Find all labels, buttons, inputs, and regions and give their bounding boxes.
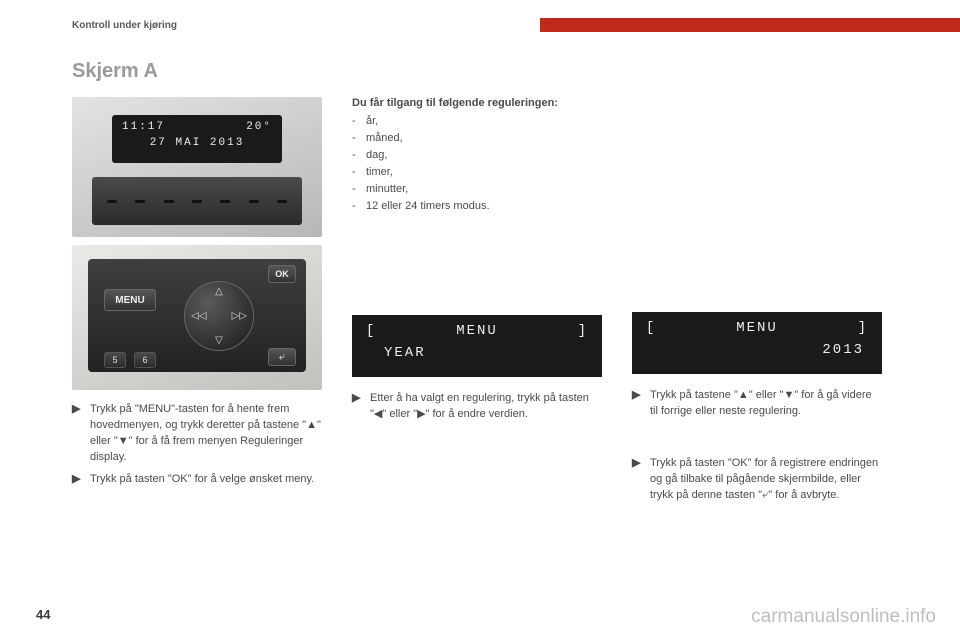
display-time: 11:17	[122, 121, 165, 133]
list-item: -år,	[352, 113, 602, 130]
column-middle: Du får tilgang til følgende reguleringen…	[352, 97, 602, 510]
radio-button	[164, 200, 174, 203]
lcd-row: [ MENU ]	[646, 320, 868, 336]
list-text: 12 eller 24 timers modus.	[366, 198, 490, 215]
lcd-screen-year: [ MENU ] YEAR	[352, 315, 602, 377]
list-item: -12 eller 24 timers modus.	[352, 198, 602, 215]
radio-button	[107, 200, 117, 203]
display-row-1: 11:17 20°	[122, 121, 272, 133]
page-number: 44	[36, 607, 50, 622]
header-accent-bar	[540, 18, 960, 32]
list-item: -dag,	[352, 147, 602, 164]
instruction-step: ▶ Trykk på tastene "▲" eller "▼" for å g…	[632, 388, 882, 420]
radio-button	[220, 200, 230, 203]
step-text: Etter å ha valgt en regulering, trykk på…	[370, 391, 602, 423]
preset-5-button[interactable]: 5	[104, 352, 126, 368]
dash-icon: -	[352, 198, 366, 215]
columns: 11:17 20° 27 MAI 2013 MENU	[72, 97, 920, 510]
lcd-bracket-right: ]	[578, 323, 588, 339]
display-temp: 20°	[246, 121, 272, 133]
radio-fascia	[92, 177, 302, 225]
lcd-title: MENU	[736, 320, 778, 336]
dpad-right-icon[interactable]: ▷▷	[232, 311, 247, 322]
watermark: carmanualsonline.info	[751, 606, 936, 628]
instruction-step: ▶ Trykk på "MENU"-tasten for å hente fre…	[72, 402, 322, 466]
radio-button	[135, 200, 145, 203]
dash-icon: -	[352, 113, 366, 130]
photo-display-unit: 11:17 20° 27 MAI 2013	[72, 97, 322, 237]
dpad-left-icon[interactable]: ◁◁	[191, 311, 206, 322]
bullet-list: -år, -måned, -dag, -timer, -minutter, -1…	[352, 113, 602, 215]
step-arrow-icon: ▶	[72, 472, 90, 488]
display-date: 27 MAI 2013	[122, 137, 272, 149]
list-text: minutter,	[366, 181, 408, 198]
dpad-up-icon[interactable]: △	[215, 286, 223, 297]
radio-button	[249, 200, 259, 203]
list-item: -måned,	[352, 130, 602, 147]
dash-icon: -	[352, 181, 366, 198]
step-text: Trykk på tastene "▲" eller "▼" for å gå …	[650, 388, 882, 420]
lcd-value: YEAR	[366, 345, 588, 361]
header-bar: Kontroll under kjøring	[0, 18, 960, 32]
dash-icon: -	[352, 147, 366, 164]
step-arrow-icon: ▶	[72, 402, 90, 466]
header-left: Kontroll under kjøring	[0, 18, 540, 32]
step-text: Trykk på tasten "OK" for å velge ønsket …	[90, 472, 314, 488]
header-label: Kontroll under kjøring	[72, 20, 177, 31]
lcd-bracket-right: ]	[858, 320, 868, 336]
list-item: -minutter,	[352, 181, 602, 198]
instruction-step: ▶ Etter å ha valgt en regulering, trykk …	[352, 391, 602, 423]
instruction-step: ▶ Trykk på tasten "OK" for å velge ønske…	[72, 472, 322, 488]
intro-text: Du får tilgang til følgende reguleringen…	[352, 97, 602, 109]
list-text: måned,	[366, 130, 403, 147]
dash-icon: -	[352, 130, 366, 147]
display-screen: 11:17 20° 27 MAI 2013	[112, 115, 282, 163]
lcd-title: MENU	[456, 323, 498, 339]
lcd-row: [ MENU ]	[366, 323, 588, 339]
list-item: -timer,	[352, 164, 602, 181]
step-arrow-icon: ▶	[632, 456, 650, 504]
list-text: dag,	[366, 147, 387, 164]
preset-6-button[interactable]: 6	[134, 352, 156, 368]
step-arrow-icon: ▶	[352, 391, 370, 423]
step-text: Trykk på "MENU"-tasten for å hente frem …	[90, 402, 322, 466]
dash-icon: -	[352, 164, 366, 181]
radio-button	[192, 200, 202, 203]
step-arrow-icon: ▶	[632, 388, 650, 420]
control-panel: MENU OK ⤶ △ ▽ ◁◁ ▷▷ 5 6	[88, 259, 306, 372]
lcd-bracket-left: [	[646, 320, 656, 336]
content: Skjerm A 11:17 20° 27 MAI 2013	[72, 60, 920, 600]
lcd-bracket-left: [	[366, 323, 376, 339]
photo-control-panel: MENU OK ⤶ △ ▽ ◁◁ ▷▷ 5 6	[72, 245, 322, 390]
list-text: timer,	[366, 164, 393, 181]
radio-button	[277, 200, 287, 203]
instruction-step: ▶ Trykk på tasten "OK" for å registrere …	[632, 456, 882, 504]
back-button[interactable]: ⤶	[268, 348, 296, 366]
list-text: år,	[366, 113, 378, 130]
lcd-value: 2013	[646, 342, 868, 358]
column-right: [ MENU ] 2013 ▶ Trykk på tastene "▲" ell…	[632, 97, 882, 510]
lcd-screen-value: [ MENU ] 2013	[632, 312, 882, 374]
ok-button[interactable]: OK	[268, 265, 296, 283]
column-left: 11:17 20° 27 MAI 2013 MENU	[72, 97, 322, 510]
page-title: Skjerm A	[72, 60, 920, 83]
step-text: Trykk på tasten "OK" for å registrere en…	[650, 456, 882, 504]
dpad-down-icon[interactable]: ▽	[215, 335, 223, 346]
menu-button[interactable]: MENU	[104, 289, 156, 311]
dpad[interactable]: △ ▽ ◁◁ ▷▷	[184, 281, 254, 351]
